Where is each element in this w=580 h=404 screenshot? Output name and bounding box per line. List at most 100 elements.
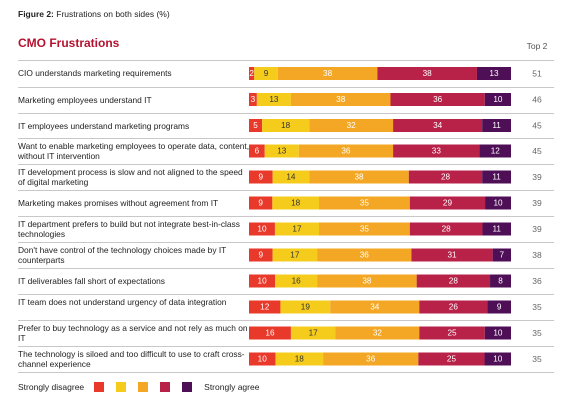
bar-segment-strongly-disagree — [249, 67, 255, 80]
top2-value: 46 — [532, 95, 542, 105]
bar-value-label: 9 — [258, 199, 263, 208]
row-divider — [18, 294, 554, 295]
bar-segment-level-4 — [409, 196, 486, 210]
bar-value-label: 3 — [251, 95, 256, 104]
row-divider — [18, 164, 554, 165]
bar-value-label: 38 — [423, 69, 433, 78]
bar-value-label: 10 — [493, 355, 503, 364]
bar-value-label: 36 — [360, 251, 370, 260]
bar-value-label: 31 — [447, 251, 457, 260]
bar-value-label: 19 — [301, 303, 311, 312]
bar-segment-strongly-agree — [485, 196, 511, 210]
top2-value: 36 — [532, 276, 542, 286]
row-divider — [18, 372, 554, 373]
row-label: Marketing employees understand IT — [18, 95, 152, 105]
bar-segment-level-3 — [335, 326, 420, 340]
top2-value: 39 — [532, 224, 542, 234]
top2-value: 45 — [532, 146, 542, 156]
bar-value-label: 36 — [366, 355, 376, 364]
bar-value-label: 38 — [323, 69, 333, 78]
bar-value-label: 13 — [277, 147, 287, 156]
bar-value-label: 13 — [269, 95, 279, 104]
bar-segment-strongly-disagree — [249, 274, 276, 288]
bar-segment-level-2 — [272, 196, 320, 210]
bar-segment-strongly-disagree — [249, 222, 275, 236]
bar-segment-strongly-agree — [484, 93, 511, 106]
row-label: Prefer to buy technology as a service an… — [18, 323, 248, 343]
bar-value-label: 14 — [286, 173, 296, 182]
top2-value: 35 — [532, 302, 542, 312]
row-divider — [18, 320, 554, 321]
bar-value-label: 26 — [449, 303, 459, 312]
top2-value: 38 — [532, 250, 542, 260]
bar-segment-strongly-agree — [490, 274, 511, 288]
bar-segment-level-3 — [323, 352, 419, 366]
bar-segment-strongly-disagree — [249, 300, 281, 314]
bar-value-label: 38 — [336, 95, 346, 104]
bar-segment-level-3 — [309, 170, 409, 184]
legend-label-strongly-agree: Strongly agree — [204, 382, 260, 392]
bar-value-label: 9 — [264, 69, 269, 78]
legend-swatch-strongly-disagree — [94, 382, 105, 392]
bar-value-label: 12 — [491, 147, 501, 156]
bar-segment-level-3 — [330, 300, 420, 314]
bar-segment-level-4 — [418, 352, 485, 366]
bar-segment-level-4 — [377, 67, 477, 80]
top2-header: Top 2 — [526, 41, 548, 51]
bar-segment-strongly-disagree — [249, 144, 265, 158]
bar-value-label: 28 — [449, 277, 459, 286]
top2-value: 35 — [532, 328, 542, 338]
bar-segment-level-3 — [277, 67, 378, 80]
bar-segment-strongly-agree — [482, 222, 511, 236]
bar-segment-strongly-agree — [476, 67, 511, 80]
bar-value-label: 17 — [309, 329, 319, 338]
row-divider — [18, 138, 554, 139]
bar-value-label: 38 — [354, 173, 364, 182]
bar-segment-level-3 — [317, 248, 412, 262]
bar-value-label: 10 — [257, 225, 267, 234]
bar-segment-level-2 — [262, 119, 310, 132]
row-divider — [18, 242, 554, 243]
bar-segment-strongly-agree — [482, 119, 511, 132]
bar-segment-level-3 — [290, 93, 391, 106]
bar-segment-level-4 — [390, 93, 485, 106]
row-label: The technology is siloed and too difficu… — [18, 349, 245, 369]
row-label: Marketing makes promises without agreeme… — [18, 198, 219, 208]
bar-segment-level-2 — [280, 300, 331, 314]
row-divider — [18, 113, 554, 114]
bar-segment-level-3 — [309, 119, 394, 132]
bar-value-label: 33 — [432, 147, 442, 156]
bar-segment-strongly-disagree — [249, 119, 263, 132]
bar-value-label: 17 — [290, 251, 300, 260]
row-label: IT deliverables fall short of expectatio… — [18, 276, 165, 286]
bar-value-label: 18 — [295, 355, 305, 364]
bar-segment-strongly-agree — [487, 300, 511, 314]
bar-segment-strongly-disagree — [249, 352, 276, 366]
bar-segment-level-4 — [409, 222, 483, 236]
section-title: CMO Frustrations — [18, 36, 120, 50]
bar-value-label: 11 — [492, 121, 501, 130]
bar-segment-strongly-agree — [482, 170, 511, 184]
bar-value-label: 8 — [498, 277, 503, 286]
top2-value: 45 — [532, 121, 542, 131]
bar-segment-level-2 — [264, 144, 299, 158]
legend-label-strongly-disagree: Strongly disagree — [18, 382, 85, 392]
bar-value-label: 25 — [447, 355, 457, 364]
bar-segment-level-2 — [274, 222, 320, 236]
row-divider — [18, 346, 554, 347]
bar-segment-level-2 — [272, 248, 318, 262]
bar-segment-level-4 — [419, 326, 485, 340]
bar-value-label: 9 — [259, 173, 264, 182]
bar-value-label: 5 — [253, 121, 258, 130]
bar-segment-level-4 — [416, 274, 491, 288]
bar-segment-level-2 — [272, 170, 310, 184]
bar-value-label: 36 — [341, 147, 351, 156]
bar-segment-level-3 — [319, 222, 410, 236]
bar-value-label: 10 — [258, 277, 268, 286]
bar-value-label: 28 — [441, 173, 451, 182]
figure-title: Figure 2: Frustrations on both sides (%) — [18, 9, 170, 19]
row-label: IT department prefers to build but not i… — [18, 219, 240, 239]
row-label: Don't have control of the technology cho… — [18, 245, 227, 265]
row-divider — [18, 190, 554, 191]
